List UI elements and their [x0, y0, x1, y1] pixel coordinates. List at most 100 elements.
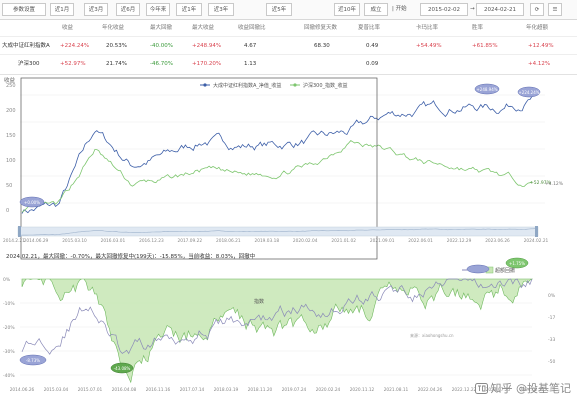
slider-tick-label: 2016.03.01 [101, 238, 126, 244]
end-badge-fund: +224.24% [517, 86, 541, 98]
slider-tick-label: 2022.06.01 [408, 238, 433, 244]
divider [0, 54, 577, 55]
slider-tick-label: 2023.06.26 [485, 238, 510, 244]
row2-return: +52.97% [60, 61, 86, 67]
slider-tick-label: 2020.02.04 [293, 238, 318, 244]
tab-3m[interactable]: 近3月 [84, 3, 108, 16]
chart1-y-tick: 200 [6, 108, 16, 114]
row1-ret-dd: 4.67 [244, 43, 257, 49]
chart2-right-tick: -50 [548, 359, 555, 365]
date-arrow: → [470, 6, 475, 12]
row2-annual: 21.74% [106, 61, 127, 67]
slider-tick-label: 2016.12.23 [139, 238, 164, 244]
chart1-y-tick: 50 [6, 183, 12, 189]
row1-recovery: 68.30 [314, 43, 330, 49]
start-date-input[interactable]: 2015-02-02 [420, 3, 468, 16]
chart2-x-tick: 2024.02.21 [520, 387, 545, 393]
slider-tick-label: 2019.03.18 [254, 238, 279, 244]
zhihu-logo-icon [474, 383, 488, 394]
row1-calmar: +54.49% [416, 43, 442, 49]
slider-start-label: 2014.2.21 [3, 238, 25, 244]
slider-tick-label: 2022.12.29 [447, 238, 472, 244]
tab-settings[interactable]: 参数设置 [2, 3, 46, 16]
tab-1m[interactable]: 近1月 [50, 3, 74, 16]
row1-annual: 20.53% [106, 43, 127, 49]
stats-header-excess: 年化超额 [526, 25, 549, 31]
range-slider[interactable] [17, 226, 539, 237]
svg-text:+224.24%: +224.24% [518, 90, 539, 95]
row1-excess: +12.49% [528, 43, 554, 49]
chart1-y-tick: 150 [6, 133, 16, 139]
tab-5y[interactable]: 近5年 [266, 3, 292, 16]
chart2-x-tick: 2022.04.26 [418, 387, 443, 393]
stats-header-maxdd: 最大回撤 [150, 25, 173, 31]
chart2-x-tick: 2022.12.22 [452, 387, 477, 393]
chart2-annotation-topright: +1.75% [466, 257, 529, 274]
chart2-x-tick: 2021.08.11 [384, 387, 409, 393]
slider-tick-label: 2015.03.10 [62, 238, 87, 244]
chart2-source-note: 来源：xiaohongshu.cn [410, 332, 454, 338]
svg-text:+0.00%: +0.00% [24, 200, 40, 205]
chart2-floating-label: 指数 [254, 298, 264, 305]
stats-header-calmar: 卡玛比率 [416, 25, 439, 31]
start-badge: +0.00% [19, 196, 45, 208]
chart1-y-tick: 0 [6, 208, 9, 214]
chart2-left-tick: -10% [3, 301, 15, 307]
chart2-x-tick: 2015.07.01 [78, 387, 103, 393]
tab-6m[interactable]: 近6月 [116, 3, 140, 16]
menu-button[interactable]: ☰ [548, 3, 562, 16]
toolbar: 参数设置 近1月 近3月 近6月 今年来 近1年 近3年 近5年 近10年 成立… [0, 0, 577, 20]
chart1-legend-b: 沪深300_指数_收益 [303, 82, 348, 89]
menu-icon: ☰ [552, 7, 558, 13]
slider-handle-right[interactable] [535, 226, 538, 237]
row2-maxdd: -46.70% [150, 61, 173, 67]
row2-ret-dd: 1.13 [244, 61, 257, 67]
slider-tick-label: 2024.02.21 [524, 238, 549, 244]
slider-tick-label: 2018.06.21 [216, 238, 241, 244]
refresh-button[interactable]: ⟳ [530, 3, 544, 16]
svg-text:+1.75%: +1.75% [509, 261, 525, 266]
tab-1y[interactable]: 近1年 [176, 3, 202, 16]
stats-table: 收益 年化收益 最大回撤 最大收益 收益回撤比 回撤修复天数 夏普比率 卡玛比率… [0, 22, 577, 75]
mid-badge: +248.94% [474, 83, 500, 95]
tab-since-inception[interactable]: 成立 [364, 3, 388, 16]
chart2-legend-excess-dd: 超额回撤 [495, 267, 515, 274]
slider-tick-label: 2021.01.02 [331, 238, 356, 244]
tab-10y[interactable]: 近10年 [334, 3, 360, 16]
chart1-legend-a: 大成中证红利指数A_净值_收益 [213, 82, 281, 89]
row1-maxdd: -40.00% [150, 43, 173, 49]
chart2-title: 2024.02.21，最大回撤：-0.70%，最大回撤修复中(199天)：-15… [6, 252, 255, 260]
tab-ytd[interactable]: 今年来 [146, 3, 170, 16]
chart2-x-tick: 2018.03.19 [214, 387, 239, 393]
tab-3y[interactable]: 近3年 [208, 3, 234, 16]
row1-winrate: +61.85% [472, 43, 498, 49]
chart2-x-tick: 2023.07.25 [486, 387, 511, 393]
chart1-y-axis: 0 50 100 150 200 250 [6, 83, 16, 214]
chart2-x-tick: 2014.06.26 [10, 387, 35, 393]
svg-text:+248.94%: +248.94% [476, 87, 497, 92]
chart1-right-value: +4.12% [545, 181, 564, 187]
slider-tick-label: 2014.06.29 [24, 238, 49, 244]
chart2-x-axis: 2014.06.26 2015.03.04 2015.07.01 2016.04.08… [10, 387, 545, 393]
svg-text:-8.73%: -8.73% [26, 358, 40, 363]
chart2-right-tick: 0% [548, 293, 556, 299]
slider-handle-left[interactable] [18, 226, 21, 237]
chart2-left-tick: -30% [3, 349, 15, 355]
chart2-right-tick: -17 [548, 315, 555, 321]
stats-header-maxret: 最大收益 [192, 25, 215, 31]
stats-header-return: 收益 [62, 25, 74, 31]
chart2-x-tick: 2018.11.20 [248, 387, 273, 393]
end-date-input[interactable]: 2024-02-21 [476, 3, 524, 16]
row2-sharpe: 0.09 [366, 61, 379, 67]
chart1-selection-box[interactable] [20, 77, 378, 260]
chart2-annotation-bottom: -43.08% [110, 362, 134, 374]
slider-tick-label: 2021.09.01 [370, 238, 395, 244]
chart2-left-axis: 0% -10% -20% -30% -40% [3, 277, 15, 379]
chart2-return-line [21, 278, 533, 355]
refresh-icon: ⟳ [534, 7, 540, 13]
stats-header-recovery: 回撤修复天数 [304, 25, 338, 31]
chart2-x-tick: 2016.04.08 [112, 387, 137, 393]
chart2-left-tick: 0% [3, 277, 11, 283]
